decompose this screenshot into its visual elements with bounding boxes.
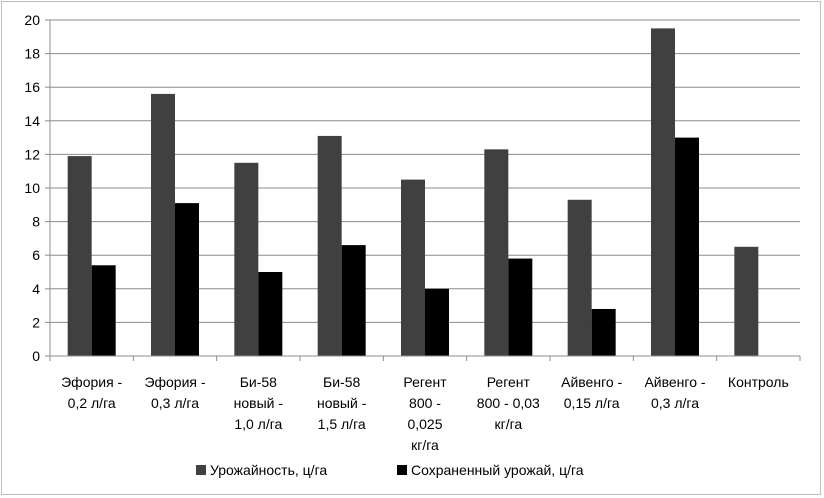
bar-saved-yield [425, 288, 449, 356]
bars [67, 28, 759, 357]
x-category-label: Эфория -0,3 л/га [144, 374, 205, 411]
bar-yield [484, 149, 509, 356]
bar-saved-yield [341, 245, 366, 356]
x-category-label: Би-58 новый -1,0 л/га [234, 374, 284, 432]
y-tick-label: 12 [24, 146, 40, 162]
bar-yield [234, 162, 259, 356]
x-axis-category-labels: Эфория -0,2 л/га Эфория -0,3 л/га Би-58 нов… [61, 374, 789, 453]
bar-yield [151, 93, 175, 357]
x-category-label: Эфория -0,2 л/га [61, 374, 122, 411]
y-tick-label: 4 [32, 281, 40, 297]
x-category-label: Би-58 новый -1,5 л/га [317, 374, 367, 432]
bar-yield [651, 28, 675, 357]
legend-swatch-yield [196, 465, 206, 475]
bar-yield [67, 156, 92, 356]
y-axis-tick-labels: 0 2 4 6 8 10 12 14 16 18 20 [24, 12, 40, 364]
legend-label-saved-yield: Сохраненный урожай, ц/га [411, 462, 584, 478]
y-tick-label: 0 [32, 348, 40, 364]
legend-label-yield: Урожайность, ц/га [210, 462, 327, 478]
bar-yield [734, 246, 759, 356]
y-tick-label: 14 [24, 113, 40, 129]
bar-yield [401, 179, 425, 356]
x-category-label: Регент 800 -0,025 кг/га [403, 374, 447, 453]
bar-saved-yield [91, 265, 116, 356]
x-axis-ticks [49, 356, 801, 361]
bar-saved-yield [591, 308, 616, 356]
x-category-label: Регент 800 - 0,03 кг/га [477, 374, 540, 432]
bar-yield [317, 135, 342, 356]
bar-saved-yield [675, 137, 699, 356]
y-tick-label: 18 [24, 46, 40, 62]
y-tick-label: 16 [24, 79, 40, 95]
bar-saved-yield [258, 272, 283, 356]
bar-saved-yield [508, 258, 533, 356]
x-category-label: Контроль [728, 374, 789, 390]
legend: Урожайность, ц/га Сохраненный урожай, ц/г… [196, 462, 584, 478]
x-category-label: Айвенго -0,3 л/га [644, 374, 705, 411]
y-tick-label: 10 [24, 180, 40, 196]
y-tick-label: 6 [32, 247, 40, 263]
y-tick-label: 20 [24, 12, 40, 28]
y-tick-label: 2 [32, 314, 40, 330]
bar-yield [567, 199, 592, 356]
x-category-label: Айвенго -0,15 л/га [561, 374, 622, 411]
bar-saved-yield [175, 203, 199, 356]
y-tick-label: 8 [32, 214, 40, 230]
legend-swatch-saved-yield [397, 465, 407, 475]
